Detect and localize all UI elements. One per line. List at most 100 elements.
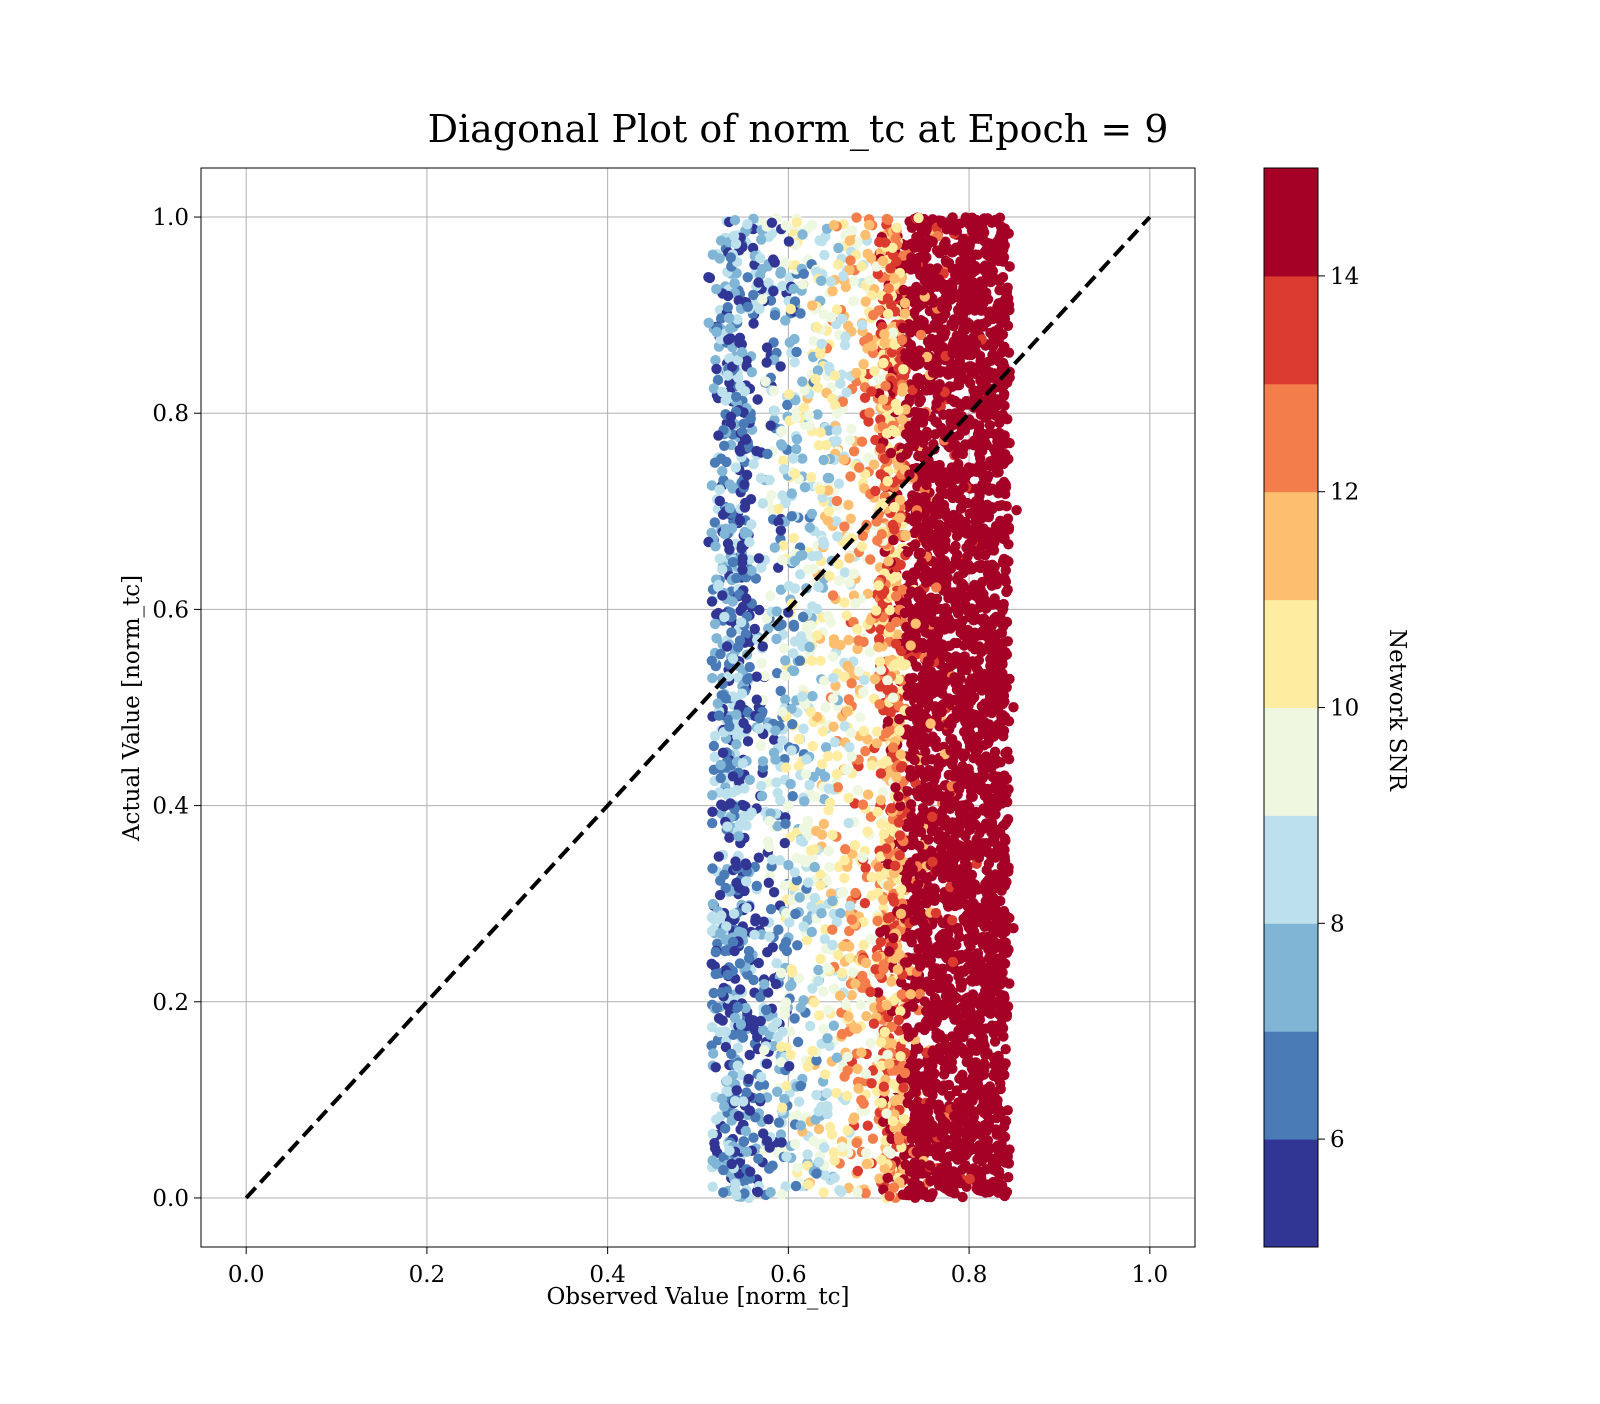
scatter-point	[925, 574, 935, 584]
scatter-point	[797, 691, 807, 701]
scatter-point	[778, 540, 788, 550]
scatter-point	[795, 892, 805, 902]
scatter-point	[996, 311, 1006, 321]
scatter-point	[1011, 505, 1021, 515]
scatter-point	[1008, 702, 1018, 712]
scatter-point	[766, 490, 776, 500]
scatter-point	[940, 524, 950, 534]
scatter-point	[964, 564, 974, 574]
scatter-point	[776, 439, 786, 449]
scatter-point	[869, 459, 879, 469]
scatter-point	[920, 772, 930, 782]
scatter-point	[741, 860, 751, 870]
chart-title: Diagonal Plot of norm_tc at Epoch = 9	[428, 107, 1169, 152]
scatter-point	[754, 713, 764, 723]
scatter-point	[787, 511, 797, 521]
scatter-point	[707, 959, 717, 969]
scatter-point	[793, 761, 803, 771]
scatter-point	[827, 830, 837, 840]
scatter-point	[834, 576, 844, 586]
scatter-point	[769, 887, 779, 897]
scatter-point	[995, 757, 1005, 767]
scatter-point	[707, 1155, 717, 1165]
scatter-point	[794, 1097, 804, 1107]
scatter-point	[765, 1187, 775, 1197]
scatter-point	[819, 1187, 829, 1197]
scatter-point	[980, 1050, 990, 1060]
scatter-point	[784, 1061, 794, 1071]
scatter-point	[819, 819, 829, 829]
scatter-point	[770, 406, 780, 416]
scatter-point	[789, 533, 799, 543]
scatter-point	[1002, 797, 1012, 807]
scatter-point	[735, 700, 745, 710]
scatter-point	[770, 726, 780, 736]
scatter-point	[954, 1074, 964, 1084]
scatter-point	[807, 927, 817, 937]
scatter-point	[711, 364, 721, 374]
scatter-point	[754, 304, 764, 314]
scatter-point	[1004, 978, 1014, 988]
scatter-point	[863, 1121, 873, 1131]
scatter-point	[814, 1010, 824, 1020]
scatter-point	[813, 965, 823, 975]
scatter-point	[739, 783, 749, 793]
scatter-point	[865, 934, 875, 944]
scatter-point	[758, 1128, 768, 1138]
scatter-point	[807, 220, 817, 230]
scatter-point	[871, 605, 881, 615]
scatter-point	[750, 624, 760, 634]
scatter-point	[718, 1015, 728, 1025]
scatter-point	[876, 819, 886, 829]
scatter-point	[781, 908, 791, 918]
scatter-point	[730, 1013, 740, 1023]
scatter-point	[997, 967, 1007, 977]
scatter-point	[715, 496, 725, 506]
scatter-point	[848, 1115, 858, 1125]
scatter-point	[870, 486, 880, 496]
scatter-point	[844, 577, 854, 587]
scatter-point	[819, 676, 829, 686]
scatter-point	[711, 1114, 721, 1124]
scatter-point	[775, 268, 785, 278]
scatter-point	[807, 551, 817, 561]
scatter-point	[818, 726, 828, 736]
scatter-point	[795, 551, 805, 561]
scatter-point	[757, 658, 767, 668]
scatter-point	[789, 620, 799, 630]
scatter-point	[917, 1189, 927, 1199]
scatter-point	[771, 634, 781, 644]
scatter-point	[752, 672, 762, 682]
scatter-point	[791, 347, 801, 357]
scatter-point	[997, 500, 1007, 510]
scatter-point	[783, 801, 793, 811]
scatter-point	[860, 230, 870, 240]
scatter-point	[949, 1111, 959, 1121]
scatter-point	[842, 1052, 852, 1062]
scatter-point	[705, 273, 715, 283]
scatter-point	[805, 522, 815, 532]
scatter-point	[858, 799, 868, 809]
scatter-point	[742, 674, 752, 684]
scatter-point	[770, 542, 780, 552]
scatter-point	[735, 515, 745, 525]
scatter-point	[742, 1147, 752, 1157]
scatter-point	[824, 362, 834, 372]
scatter-point	[999, 820, 1009, 830]
scatter-point	[845, 471, 855, 481]
scatter-point	[844, 818, 854, 828]
scatter-point	[791, 444, 801, 454]
scatter-point	[741, 1126, 751, 1136]
scatter-point	[836, 1187, 846, 1197]
scatter-point	[913, 791, 923, 801]
scatter-point	[716, 760, 726, 770]
scatter-point	[888, 535, 898, 545]
scatter-point	[1000, 959, 1010, 969]
scatter-point	[821, 742, 831, 752]
scatter-point	[967, 1061, 977, 1071]
scatter-point	[811, 1090, 821, 1100]
scatter-point	[869, 1019, 879, 1029]
scatter-point	[858, 852, 868, 862]
scatter-point	[746, 566, 756, 576]
